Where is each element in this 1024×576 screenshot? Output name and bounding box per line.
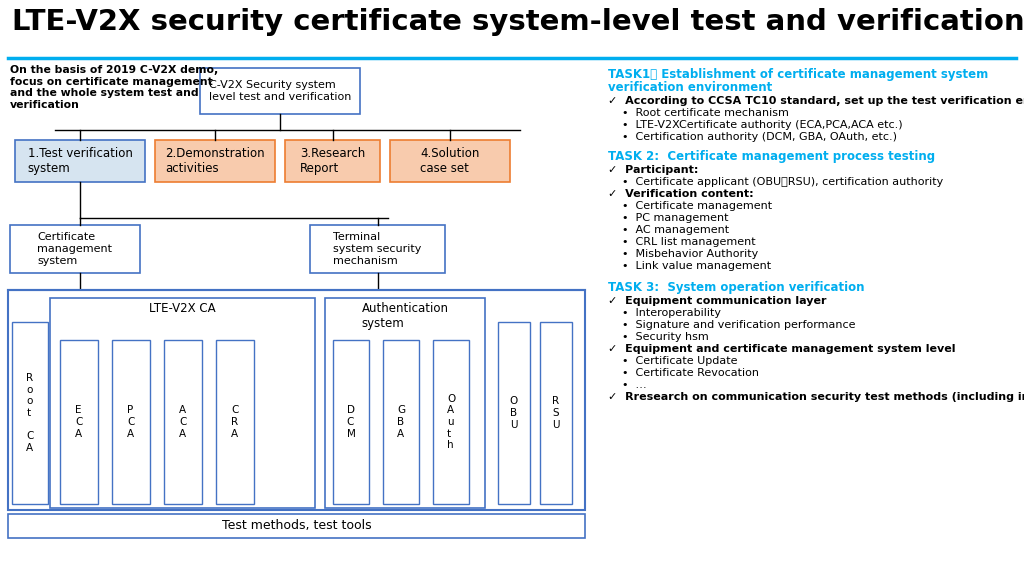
Bar [310,225,445,273]
Bar [498,322,530,504]
Bar [112,340,150,504]
Text: Certificate
management
system: Certificate management system [38,232,113,266]
Bar [333,340,369,504]
Text: R
o
o
t

C
A: R o o t C A [27,373,34,453]
Text: E
C
A: E C A [76,406,83,438]
Text: TASK1： Establishment of certificate management system: TASK1： Establishment of certificate mana… [608,68,988,81]
Text: Terminal
system security
mechanism: Terminal system security mechanism [334,232,422,266]
Bar [15,140,145,182]
Text: P
C
A: P C A [127,406,135,438]
Text: 4.Solution
case set: 4.Solution case set [420,147,479,175]
Text: ✓  Participant:: ✓ Participant: [608,165,698,175]
Bar [200,68,360,114]
Bar [216,340,254,504]
Text: A
C
A: A C A [179,406,186,438]
Text: TASK 3:  System operation verification: TASK 3: System operation verification [608,281,864,294]
Text: On the basis of 2019 C-V2X demo,
focus on certificate management
and the whole s: On the basis of 2019 C-V2X demo, focus o… [10,65,218,110]
Bar [383,340,419,504]
Text: •  CRL list management: • CRL list management [608,237,756,247]
Text: •  PC management: • PC management [608,213,728,223]
Text: ✓  Equipment communication layer: ✓ Equipment communication layer [608,296,826,306]
Text: C-V2X Security system
level test and verification: C-V2X Security system level test and ver… [209,80,351,102]
Text: •  Certificate management: • Certificate management [608,201,772,211]
Text: •  …: • … [608,380,646,390]
Text: G
B
A: G B A [397,406,406,438]
Text: C
R
A: C R A [231,406,239,438]
Bar [155,140,275,182]
Bar [8,514,585,538]
Text: •  Certificate applicant (OBU、RSU), certification authority: • Certificate applicant (OBU、RSU), certi… [608,177,943,187]
Text: Test methods, test tools: Test methods, test tools [221,520,372,532]
Text: O
A
u
t
h: O A u t h [446,394,455,450]
Text: •  Interoperability: • Interoperability [608,308,721,318]
Text: 3.Research
Report: 3.Research Report [300,147,366,175]
Bar [285,140,380,182]
Text: •  Security hsm: • Security hsm [608,332,709,342]
Text: •  Link value management: • Link value management [608,261,771,271]
Text: •  Misbehavior Authority: • Misbehavior Authority [608,249,758,259]
Text: LTE-V2X security certificate system-level test and verification: LTE-V2X security certificate system-leve… [12,8,1024,36]
Text: D
C
M: D C M [346,406,355,438]
Text: Authentication
system: Authentication system [361,302,449,330]
Bar [325,298,485,508]
Bar [164,340,202,504]
Text: ✓  Rresearch on communication security test methods (including interface, system: ✓ Rresearch on communication security te… [608,392,1024,402]
Bar [60,340,98,504]
Text: verification environment: verification environment [608,81,772,94]
Text: ✓  Equipment and certificate management system level: ✓ Equipment and certificate management s… [608,344,955,354]
Text: O
B
U: O B U [510,396,518,430]
Text: R
S
U: R S U [552,396,560,430]
Text: LTE-V2X CA: LTE-V2X CA [150,302,216,315]
Bar [390,140,510,182]
Text: •  Certificate Update: • Certificate Update [608,356,737,366]
Bar [12,322,48,504]
Text: •  LTE-V2XCertificate authority (ECA,PCA,ACA etc.): • LTE-V2XCertificate authority (ECA,PCA,… [608,120,902,130]
Text: •  Signature and verification performance: • Signature and verification performance [608,320,855,330]
Text: •  AC management: • AC management [608,225,729,235]
Text: •  Certificate Revocation: • Certificate Revocation [608,368,759,378]
Text: ✓  Verification content:: ✓ Verification content: [608,189,754,199]
Text: TASK 2:  Certificate management process testing: TASK 2: Certificate management process t… [608,150,935,163]
Text: 2.Demonstration
activities: 2.Demonstration activities [165,147,265,175]
Bar [50,298,315,508]
Bar [433,340,469,504]
Text: 1.Test verification
system: 1.Test verification system [28,147,132,175]
Text: •  Root certificate mechanism: • Root certificate mechanism [608,108,788,118]
Text: •  Certification authority (DCM, GBA, OAuth, etc.): • Certification authority (DCM, GBA, OAu… [608,132,897,142]
Bar [8,290,585,510]
Text: ✓  According to CCSA TC10 standard, set up the test verification environment, in: ✓ According to CCSA TC10 standard, set u… [608,96,1024,106]
Bar [10,225,140,273]
Bar [540,322,572,504]
